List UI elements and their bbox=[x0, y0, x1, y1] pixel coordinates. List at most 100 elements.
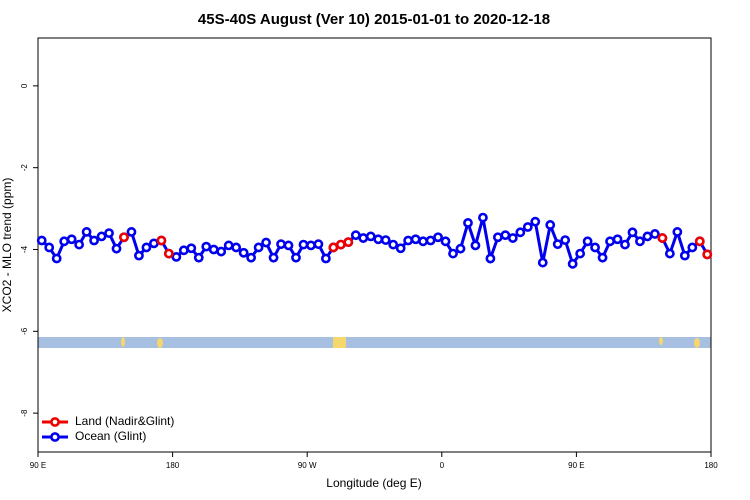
data-point bbox=[522, 222, 533, 232]
data-point bbox=[89, 235, 99, 246]
data-point bbox=[111, 243, 122, 254]
y-tick-label: -8 bbox=[20, 409, 29, 417]
x-tick-label: 180 bbox=[704, 461, 718, 470]
data-point bbox=[664, 248, 675, 259]
data-point bbox=[597, 252, 608, 263]
data-point bbox=[395, 243, 406, 254]
data-point bbox=[268, 252, 279, 263]
data-point bbox=[283, 240, 294, 251]
data-point bbox=[485, 253, 496, 264]
chart-title: 45S-40S August (Ver 10) 2015-01-01 to 20… bbox=[198, 11, 550, 28]
data-point bbox=[492, 232, 503, 243]
data-point bbox=[635, 236, 645, 247]
data-point bbox=[657, 233, 668, 243]
x-tick-label: 90 E bbox=[30, 461, 46, 470]
data-point bbox=[126, 227, 137, 237]
data-point bbox=[81, 227, 92, 237]
data-point bbox=[433, 232, 443, 243]
data-point bbox=[500, 230, 511, 241]
data-point bbox=[66, 234, 77, 245]
legend-label: Land (Nadir&Glint) bbox=[75, 414, 174, 428]
plot-frame bbox=[37, 37, 712, 453]
data-point bbox=[44, 242, 55, 253]
data-point bbox=[119, 232, 129, 243]
data-point bbox=[455, 243, 466, 254]
data-point bbox=[560, 235, 571, 245]
x-tick-label: 90 W bbox=[298, 461, 317, 470]
data-point bbox=[448, 248, 458, 259]
data-point bbox=[388, 239, 399, 250]
data-point bbox=[515, 227, 526, 238]
data-point bbox=[253, 242, 264, 253]
data-point bbox=[350, 230, 361, 241]
data-point bbox=[156, 235, 167, 246]
legend-marker bbox=[50, 432, 60, 442]
data-point bbox=[335, 239, 346, 250]
data-point bbox=[620, 239, 630, 250]
data-point bbox=[612, 234, 623, 245]
data-point bbox=[530, 216, 541, 227]
data-point bbox=[193, 252, 204, 263]
data-point bbox=[276, 239, 286, 250]
data-point bbox=[380, 235, 391, 245]
data-point bbox=[470, 240, 481, 251]
legend-marker bbox=[50, 417, 60, 427]
data-point bbox=[306, 240, 316, 251]
data-point bbox=[298, 239, 309, 250]
data-point bbox=[650, 229, 660, 239]
data-point bbox=[403, 235, 414, 246]
data-point bbox=[216, 246, 227, 257]
data-point bbox=[440, 236, 451, 247]
data-point bbox=[313, 239, 324, 250]
data-point bbox=[201, 241, 212, 252]
data-point bbox=[328, 242, 339, 253]
data-point bbox=[186, 243, 197, 254]
data-point bbox=[552, 239, 563, 250]
data-point bbox=[134, 250, 144, 261]
data-point bbox=[687, 242, 698, 253]
data-point bbox=[373, 234, 384, 245]
legend-label: Ocean (Glint) bbox=[75, 429, 146, 443]
data-point bbox=[171, 251, 182, 262]
data-point bbox=[208, 244, 219, 255]
data-point bbox=[104, 228, 114, 239]
land-mask-band bbox=[38, 337, 711, 348]
data-point bbox=[74, 239, 85, 250]
y-tick-label: -4 bbox=[20, 245, 29, 253]
data-point bbox=[627, 227, 638, 238]
x-tick-label: 180 bbox=[166, 461, 180, 470]
x-tick-label: 0 bbox=[440, 461, 445, 470]
data-point bbox=[545, 220, 556, 230]
data-point bbox=[672, 227, 683, 237]
data-point bbox=[418, 236, 429, 247]
data-point bbox=[590, 242, 600, 253]
data-point bbox=[178, 245, 189, 256]
data-point bbox=[141, 242, 152, 253]
data-point bbox=[36, 235, 47, 246]
y-axis-label: XCO2 - MLO trend (ppm) bbox=[0, 178, 14, 313]
data-point bbox=[605, 236, 615, 247]
data-point bbox=[575, 248, 586, 259]
data-point bbox=[478, 212, 488, 223]
y-tick-label: -6 bbox=[20, 327, 29, 335]
x-tick-label: 90 E bbox=[568, 461, 584, 470]
data-point bbox=[425, 235, 436, 246]
data-point bbox=[679, 250, 690, 261]
data-point bbox=[149, 238, 159, 249]
data-point bbox=[358, 233, 369, 243]
data-point bbox=[291, 252, 301, 263]
data-point bbox=[59, 236, 70, 247]
data-point bbox=[702, 249, 713, 260]
data-point bbox=[537, 257, 548, 268]
data-point bbox=[51, 253, 62, 264]
data-point bbox=[463, 218, 473, 228]
data-point bbox=[642, 231, 653, 242]
data-point bbox=[231, 242, 242, 253]
data-point bbox=[410, 234, 421, 245]
data-point bbox=[238, 247, 249, 258]
data-point bbox=[261, 237, 271, 248]
data-point bbox=[320, 253, 331, 264]
data-point bbox=[567, 258, 578, 269]
y-tick-label: 0 bbox=[20, 83, 29, 88]
data-point bbox=[246, 252, 257, 263]
